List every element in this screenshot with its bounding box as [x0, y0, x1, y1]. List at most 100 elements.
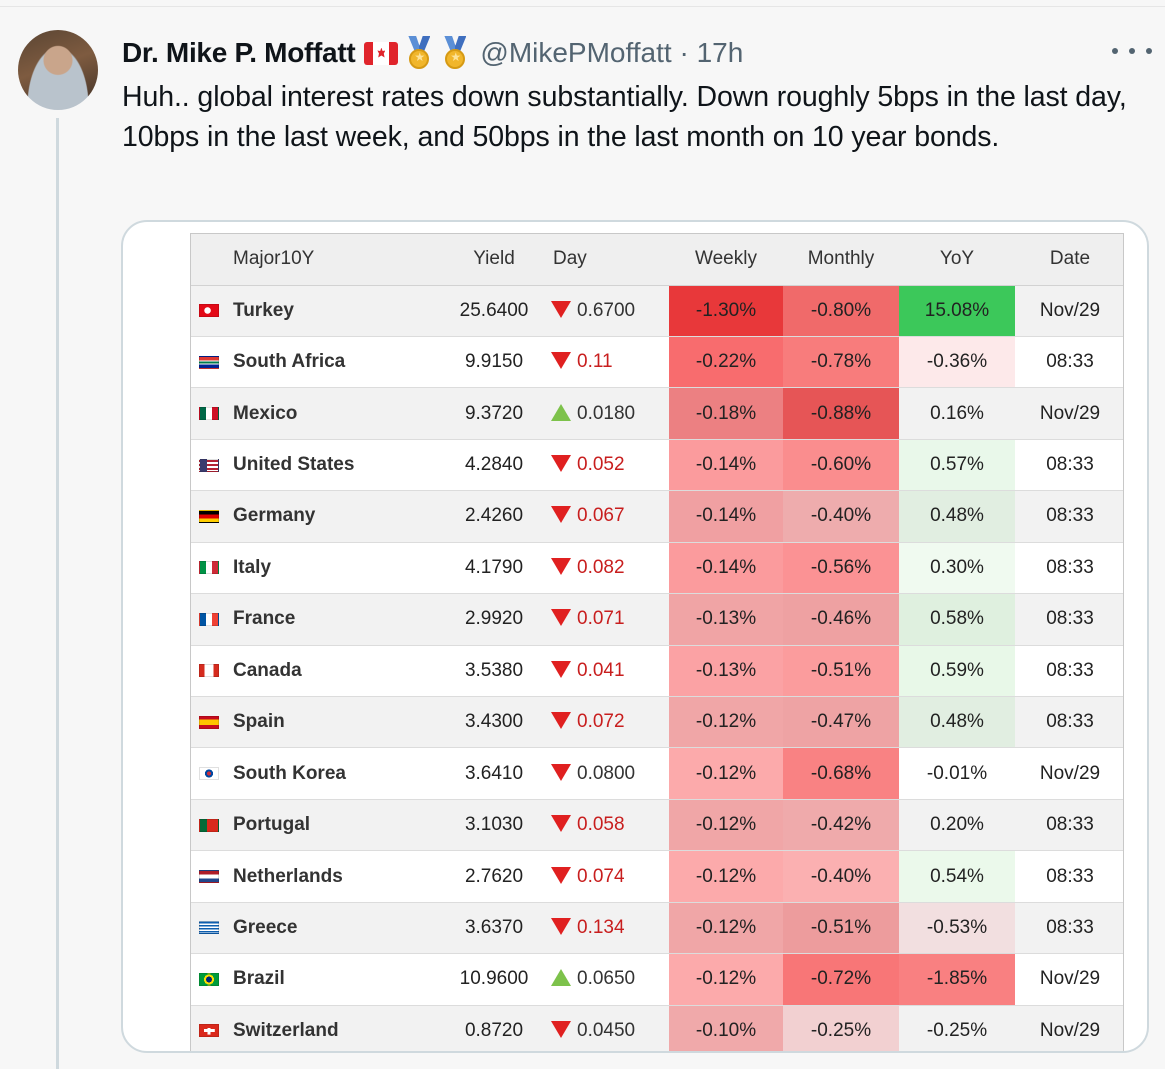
- medal-emoji-icon: [404, 36, 434, 70]
- canada-flag-icon: [199, 664, 219, 678]
- down-arrow-icon: [551, 866, 571, 884]
- table-row[interactable]: Portugal 3.1030 0.058 -0.12% -0.42% 0.20% 08:3…: [191, 799, 1123, 852]
- table-row[interactable]: Italy 4.1790 0.082 -0.14% -0.56% 0.30% 08:33: [191, 542, 1123, 595]
- greece-flag-icon: [199, 921, 219, 935]
- monthly-change: -0.42%: [783, 799, 899, 852]
- table-row[interactable]: Turkey 25.6400 0.6700 -1.30% -0.80% 15.08% Nov…: [191, 285, 1123, 337]
- table-row[interactable]: South Africa 9.9150 0.11 -0.22% -0.78% -0.36%…: [191, 336, 1123, 389]
- flag-cell: [191, 1005, 227, 1051]
- down-arrow-icon: [551, 300, 571, 318]
- country-name[interactable]: United States: [227, 439, 417, 492]
- header-monthly[interactable]: Monthly: [783, 234, 899, 286]
- day-change-cell: 0.082: [541, 542, 669, 595]
- flag-cell: [191, 593, 227, 646]
- flag-cell: [191, 799, 227, 852]
- country-name[interactable]: Canada: [227, 645, 417, 698]
- country-name[interactable]: Switzerland: [227, 1005, 417, 1051]
- day-change-cell: 0.0450: [541, 1005, 669, 1051]
- tweet-text: Huh.. global interest rates down substan…: [122, 81, 1127, 153]
- yield-value: 0.8720: [417, 1005, 541, 1051]
- canada-flag-emoji-icon: [364, 41, 399, 65]
- country-name[interactable]: Italy: [227, 542, 417, 595]
- author-handle[interactable]: @MikePMoffatt · 17h: [480, 37, 743, 69]
- spain-flag-icon: [199, 715, 219, 729]
- day-change-value: 0.0800: [577, 762, 636, 784]
- header-day[interactable]: Day: [541, 234, 669, 286]
- up-arrow-icon: [551, 969, 571, 987]
- country-name[interactable]: Spain: [227, 696, 417, 749]
- table-row[interactable]: Switzerland 0.8720 0.0450 -0.10% -0.25% -0.25…: [191, 1005, 1123, 1051]
- flag-cell: [191, 696, 227, 749]
- tweet-media-card[interactable]: Major10Y Yield Day Weekly Monthly YoY Da…: [121, 220, 1149, 1053]
- flag-cell: [191, 439, 227, 492]
- country-name[interactable]: Turkey: [227, 285, 417, 337]
- table-row[interactable]: Brazil 10.9600 0.0650 -0.12% -0.72% -1.85% Nov…: [191, 953, 1123, 1006]
- day-change-value: 0.052: [577, 454, 625, 476]
- monthly-change: -0.72%: [783, 953, 899, 1006]
- flag-cell: [191, 336, 227, 389]
- table-row[interactable]: Germany 2.4260 0.067 -0.14% -0.40% 0.48% 08:33: [191, 490, 1123, 543]
- italy-flag-icon: [199, 561, 219, 575]
- weekly-change: -0.13%: [669, 593, 783, 646]
- table-header-row: Major10Y Yield Day Weekly Monthly YoY Da…: [191, 234, 1123, 286]
- table-row[interactable]: France 2.9920 0.071 -0.13% -0.46% 0.58% 08:33: [191, 593, 1123, 646]
- tweet-header: Dr. Mike P. Moffatt @MikePMoffatt · 17h: [122, 36, 743, 70]
- country-name[interactable]: Brazil: [227, 953, 417, 1006]
- yoy-change: 0.48%: [899, 696, 1015, 749]
- down-arrow-icon: [551, 557, 571, 575]
- country-name[interactable]: South Korea: [227, 747, 417, 800]
- country-name[interactable]: Germany: [227, 490, 417, 543]
- country-name[interactable]: France: [227, 593, 417, 646]
- header-date[interactable]: Date: [1015, 234, 1123, 286]
- date-value: 08:33: [1015, 850, 1123, 903]
- country-name[interactable]: Portugal: [227, 799, 417, 852]
- day-change-value: 0.058: [577, 814, 625, 836]
- country-name[interactable]: Greece: [227, 902, 417, 955]
- country-name[interactable]: Mexico: [227, 387, 417, 440]
- table-row[interactable]: South Korea 3.6410 0.0800 -0.12% -0.68% -0.01…: [191, 747, 1123, 800]
- header-yoy[interactable]: YoY: [899, 234, 1015, 286]
- header-weekly[interactable]: Weekly: [669, 234, 783, 286]
- down-arrow-icon: [551, 815, 571, 833]
- table-row[interactable]: Mexico 9.3720 0.0180 -0.18% -0.88% 0.16% Nov/2…: [191, 387, 1123, 440]
- day-change-cell: 0.071: [541, 593, 669, 646]
- flag-cell: [191, 953, 227, 1006]
- day-change-cell: 0.134: [541, 902, 669, 955]
- table-row[interactable]: Canada 3.5380 0.041 -0.13% -0.51% 0.59% 08:33: [191, 645, 1123, 698]
- mexico-flag-icon: [199, 407, 219, 421]
- header-name[interactable]: Major10Y: [227, 234, 417, 286]
- table-row[interactable]: Netherlands 2.7620 0.074 -0.12% -0.40% 0.54% 0…: [191, 850, 1123, 903]
- south-africa-flag-icon: [199, 355, 219, 369]
- avatar[interactable]: [18, 30, 98, 110]
- day-change-value: 0.074: [577, 865, 625, 887]
- more-options-icon[interactable]: [1112, 36, 1152, 66]
- day-change-cell: 0.058: [541, 799, 669, 852]
- yoy-change: 0.30%: [899, 542, 1015, 595]
- header-yield[interactable]: Yield: [417, 234, 541, 286]
- weekly-change: -0.12%: [669, 696, 783, 749]
- yoy-change: 0.54%: [899, 850, 1015, 903]
- table-row[interactable]: United States 4.2840 0.052 -0.14% -0.60% 0.57…: [191, 439, 1123, 492]
- yoy-change: -0.53%: [899, 902, 1015, 955]
- day-change-cell: 0.0650: [541, 953, 669, 1006]
- yield-value: 9.9150: [417, 336, 541, 389]
- weekly-change: -0.12%: [669, 747, 783, 800]
- monthly-change: -0.56%: [783, 542, 899, 595]
- table-row[interactable]: Greece 3.6370 0.134 -0.12% -0.51% -0.53% 08:33: [191, 902, 1123, 955]
- monthly-change: -0.25%: [783, 1005, 899, 1051]
- day-change-value: 0.082: [577, 556, 625, 578]
- weekly-change: -0.12%: [669, 953, 783, 1006]
- table-row[interactable]: Spain 3.4300 0.072 -0.12% -0.47% 0.48% 08:33: [191, 696, 1123, 749]
- author-display-name[interactable]: Dr. Mike P. Moffatt: [122, 37, 356, 68]
- tweet-time[interactable]: 17h: [696, 37, 744, 68]
- yoy-change: 15.08%: [899, 285, 1015, 337]
- flag-cell: [191, 645, 227, 698]
- country-name[interactable]: South Africa: [227, 336, 417, 389]
- country-name[interactable]: Netherlands: [227, 850, 417, 903]
- down-arrow-icon: [551, 1020, 571, 1038]
- flag-cell: [191, 387, 227, 440]
- separator-dot: ·: [679, 37, 689, 68]
- handle-text[interactable]: @MikePMoffatt: [480, 37, 672, 68]
- day-change-value: 0.6700: [577, 299, 636, 321]
